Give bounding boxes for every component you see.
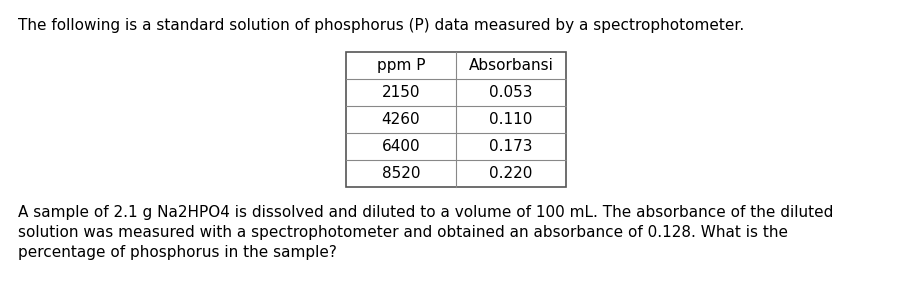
Text: percentage of phosphorus in the sample?: percentage of phosphorus in the sample? bbox=[18, 245, 336, 260]
Text: 0.110: 0.110 bbox=[489, 112, 532, 127]
Bar bbox=[345, 52, 566, 187]
Text: The following is a standard solution of phosphorus (P) data measured by a spectr: The following is a standard solution of … bbox=[18, 18, 743, 33]
Text: 6400: 6400 bbox=[382, 139, 420, 154]
Text: 4260: 4260 bbox=[382, 112, 420, 127]
Text: ppm P: ppm P bbox=[376, 58, 425, 73]
Text: 8520: 8520 bbox=[382, 166, 420, 181]
Text: 2150: 2150 bbox=[382, 85, 420, 100]
Text: A sample of 2.1 g Na2HPO4 is dissolved and diluted to a volume of 100 mL. The ab: A sample of 2.1 g Na2HPO4 is dissolved a… bbox=[18, 205, 833, 220]
Text: 0.173: 0.173 bbox=[488, 139, 532, 154]
Text: solution was measured with a spectrophotometer and obtained an absorbance of 0.1: solution was measured with a spectrophot… bbox=[18, 225, 787, 240]
Text: 0.053: 0.053 bbox=[488, 85, 532, 100]
Text: Absorbansi: Absorbansi bbox=[468, 58, 553, 73]
Text: 0.220: 0.220 bbox=[489, 166, 532, 181]
